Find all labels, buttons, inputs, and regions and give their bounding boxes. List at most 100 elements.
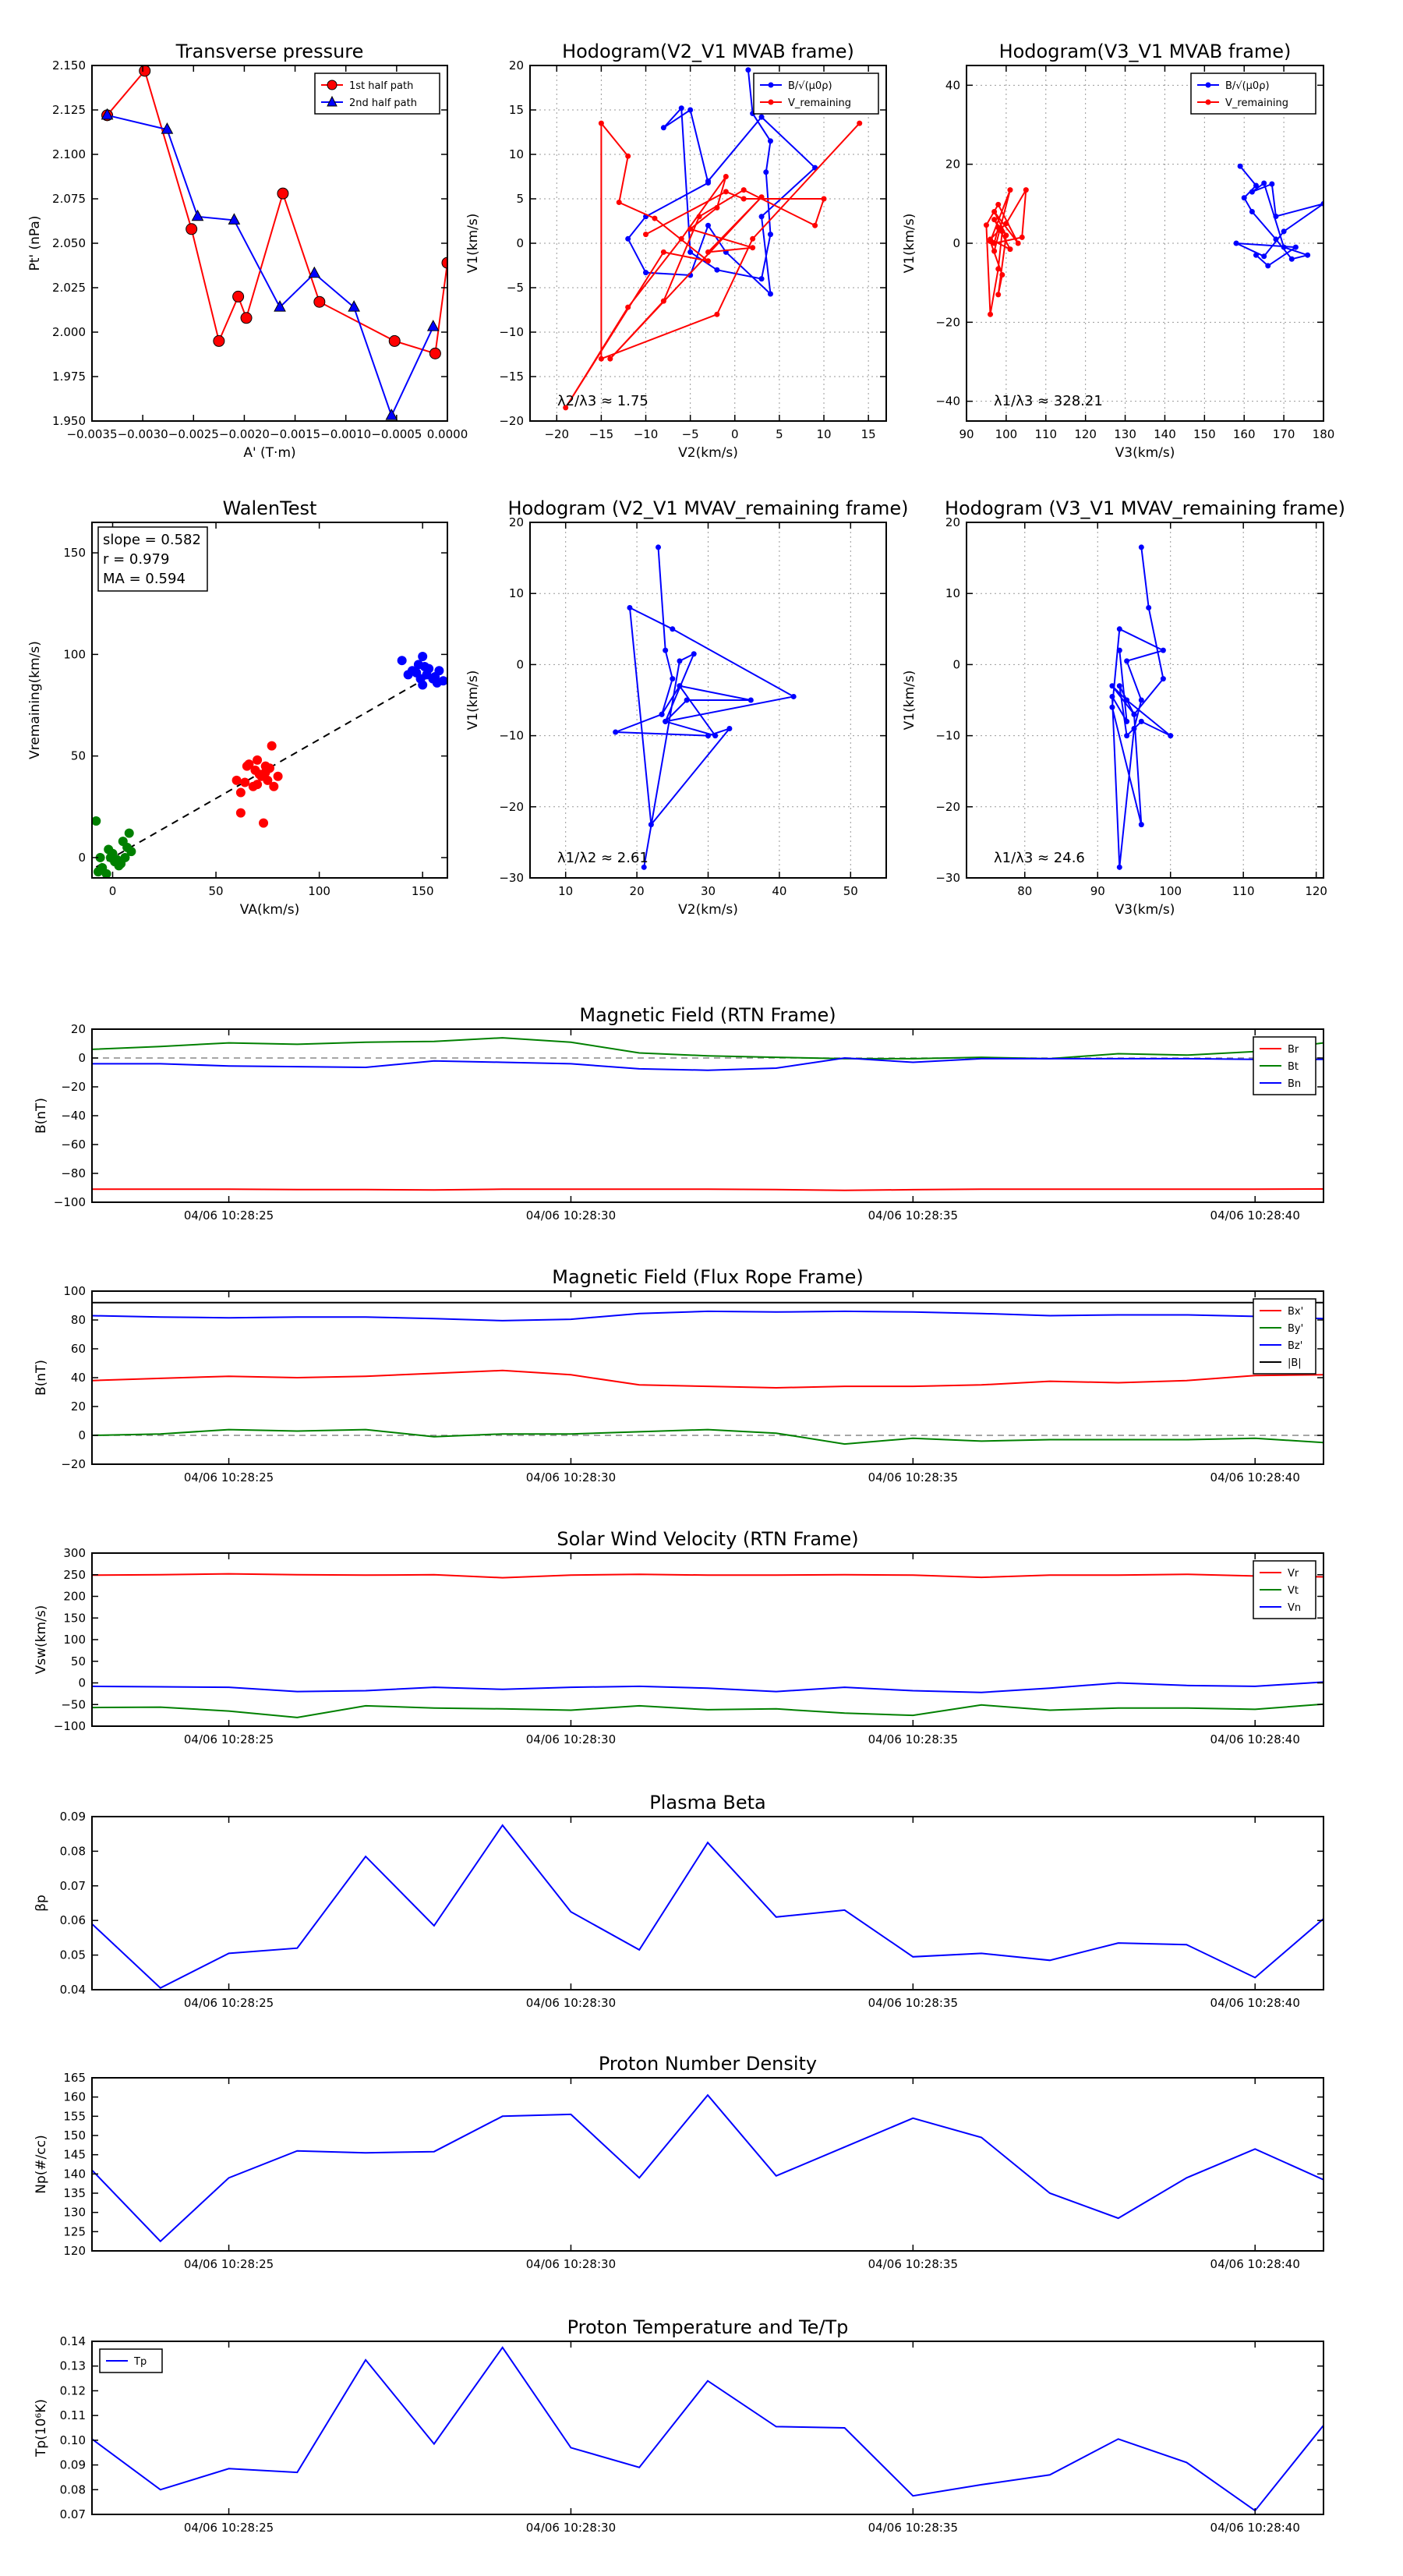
data-point <box>186 223 198 235</box>
legend-marker <box>1205 82 1211 88</box>
legend: 1st half path 2nd half path <box>314 73 440 115</box>
chart-title: Proton Temperature and Te/Tp <box>567 2316 849 2338</box>
data-point <box>705 258 711 264</box>
x-tick-label: 50 <box>209 884 224 898</box>
y-tick-label: −10 <box>935 729 960 743</box>
chart-h2: 90 100 110 120 130 140 150 160 170 180 −40 −20 0 20 40… <box>902 41 1334 461</box>
x-tick-label: 110 <box>1232 884 1255 898</box>
y-tick-label: 100 <box>63 1284 86 1298</box>
chart-ts3: 04/06 10:28:25 04/06 10:28:30 04/06 10:28:… <box>34 1528 1324 1746</box>
legend: B/√(μ0ρ) V_remaining <box>753 73 879 115</box>
series-line-Vt <box>92 1703 1323 1718</box>
plot-area <box>92 1824 1323 1990</box>
data-point <box>1131 725 1137 731</box>
chart-title: Hodogram(V3_V1 MVAB frame) <box>999 41 1292 62</box>
data-point <box>385 409 398 420</box>
y-tick-label: 0.14 <box>60 2334 86 2348</box>
y-tick-label: 2.025 <box>52 281 86 295</box>
y-tick-label: −40 <box>935 395 960 409</box>
y-tick-label: 100 <box>63 647 86 661</box>
data-point <box>705 249 711 255</box>
data-point <box>259 818 269 828</box>
x-tick-label: 20 <box>630 884 645 898</box>
series-line-Bn <box>92 1056 1323 1071</box>
data-point <box>678 105 684 111</box>
axes-frame <box>91 1816 1324 1990</box>
legend-label: Bz' <box>1288 1340 1302 1352</box>
chart-title: Solar Wind Velocity (RTN Frame) <box>557 1528 858 1550</box>
x-tick-label: −0.0005 <box>371 427 422 441</box>
data-point <box>139 65 151 77</box>
legend-label: V_remaining <box>1225 97 1288 109</box>
x-tick-label: 04/06 10:28:40 <box>1210 2257 1300 2271</box>
y-tick-label: 0.12 <box>60 2383 86 2397</box>
plot-area <box>1109 544 1174 870</box>
y-tick-label: 20 <box>509 58 524 73</box>
data-point <box>274 300 286 312</box>
data-point <box>95 852 105 862</box>
chart-ts2: 04/06 10:28:25 04/06 10:28:30 04/06 10:28:… <box>34 1266 1324 1484</box>
y-tick-label: 1.950 <box>52 414 86 428</box>
data-point <box>232 290 245 303</box>
y-tick-label: −10 <box>499 729 524 743</box>
data-point <box>1237 163 1243 169</box>
series-line-Bz' <box>92 1310 1323 1322</box>
data-point <box>1233 240 1239 246</box>
data-point <box>988 236 994 242</box>
axes-frame <box>91 2341 1324 2515</box>
y-tick-label: −100 <box>54 1719 86 1733</box>
y-tick-label: 0 <box>952 236 960 250</box>
x-tick-label: −0.0020 <box>219 427 270 441</box>
legend-label: Bn <box>1288 1078 1301 1090</box>
series-line-B/√(μ0ρ) <box>1235 165 1323 267</box>
data-point <box>388 334 401 347</box>
data-point <box>763 169 769 175</box>
data-point <box>441 257 447 269</box>
legend: Bx' By' Bz' |B| <box>1253 1298 1316 1375</box>
data-point <box>643 270 649 276</box>
data-point <box>397 656 407 666</box>
data-point <box>273 771 283 781</box>
y-tick-label: 150 <box>63 1611 86 1625</box>
data-point <box>235 808 246 818</box>
data-point <box>758 194 765 200</box>
x-axis-label: A' (T·m) <box>243 445 295 461</box>
y-axis-label: V1(km/s) <box>902 671 917 731</box>
legend-label: Vr <box>1288 1568 1299 1580</box>
data-point <box>1261 180 1267 186</box>
legend-marker <box>768 99 774 105</box>
data-point <box>652 215 658 221</box>
data-point <box>714 204 720 211</box>
data-point <box>419 662 429 672</box>
y-tick-label: 0.06 <box>60 1913 86 1927</box>
y-tick-label: 10 <box>509 586 524 600</box>
legend-marker <box>327 95 337 107</box>
y-tick-label: 0.05 <box>60 1948 86 1962</box>
y-axis-label: B(nT) <box>34 1360 49 1396</box>
plot-area <box>92 1573 1323 1718</box>
x-tick-label: 10 <box>558 884 573 898</box>
data-point <box>821 196 827 202</box>
data-point <box>767 138 773 144</box>
data-point <box>750 245 756 251</box>
legend-marker <box>768 82 774 88</box>
y-tick-label: 0 <box>78 1051 86 1065</box>
x-tick-label: 10 <box>816 427 831 441</box>
data-point <box>641 864 647 870</box>
chart-title: Hodogram(V2_V1 MVAB frame) <box>562 41 854 62</box>
plot-area <box>92 2093 1323 2243</box>
data-point <box>1160 676 1166 682</box>
data-point <box>1269 181 1275 187</box>
y-tick-label: −20 <box>61 1080 86 1094</box>
x-tick-label: 110 <box>1034 427 1057 441</box>
y-tick-label: 1.975 <box>52 370 86 384</box>
data-point <box>684 697 690 703</box>
plot-area <box>613 544 797 870</box>
x-tick-label: −0.0035 <box>66 427 117 441</box>
data-point <box>1116 626 1122 632</box>
data-point <box>663 647 669 653</box>
data-point <box>240 777 250 787</box>
y-tick-label: 130 <box>63 2206 86 2220</box>
x-tick-label: 120 <box>1074 427 1097 441</box>
